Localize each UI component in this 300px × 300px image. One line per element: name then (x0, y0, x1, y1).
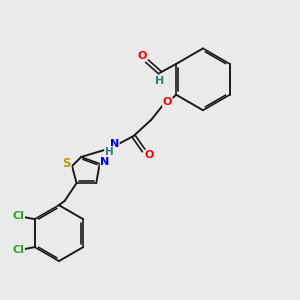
Text: N: N (100, 157, 109, 167)
Text: O: O (144, 150, 154, 160)
Text: O: O (138, 51, 147, 61)
Text: O: O (163, 97, 172, 107)
Text: S: S (62, 157, 71, 170)
Text: H: H (105, 147, 113, 157)
Text: Cl: Cl (13, 211, 24, 221)
Text: H: H (155, 76, 165, 86)
Text: N: N (110, 139, 119, 149)
Text: Cl: Cl (13, 245, 24, 255)
